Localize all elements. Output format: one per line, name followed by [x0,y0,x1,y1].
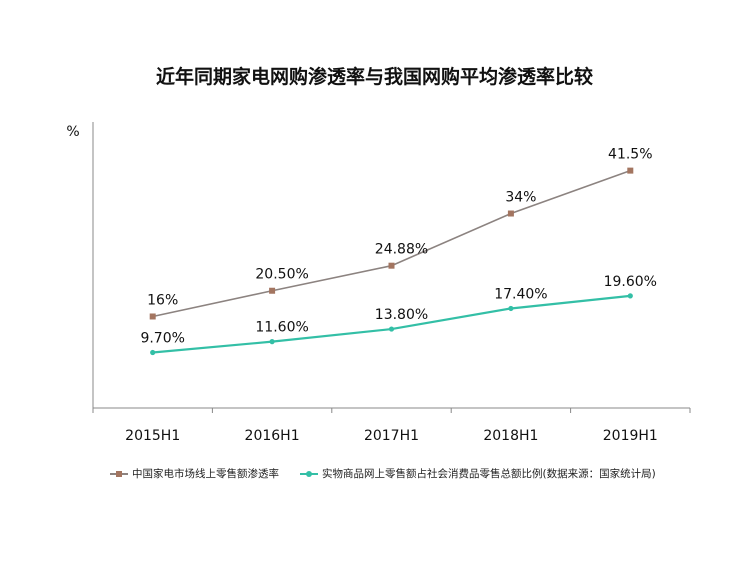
x-tick-label: 2018H1 [483,428,538,444]
data-point [150,349,156,356]
x-tick-label: 2017H1 [364,428,419,444]
data-point [149,313,156,320]
legend-label: 中国家电市场线上零售额渗透率 [132,468,279,480]
legend-swatch [110,469,128,479]
data-point [508,305,514,312]
data-label: 34% [505,190,536,206]
data-label: 13.80% [375,307,428,323]
chart-title: 近年同期家电网购渗透率与我国网购平均渗透率比较 [155,66,593,88]
data-label: 11.60% [255,320,308,336]
legend-swatch [300,469,318,479]
data-point [627,293,633,299]
data-labels: 16% 20.50% 24.88% 34% 41.5% 9.70% 11.60% 13.80%… [140,147,657,347]
data-point [507,210,514,217]
data-label: 24.88% [375,242,428,258]
series-1 [149,167,634,320]
x-tick-label: 2016H1 [245,428,300,444]
legend-item: 实物商品网上零售额占社会消费品零售总额比例(数据来源：国家统计局) [300,466,656,481]
data-point [627,167,634,174]
legend-label: 实物商品网上零售额占社会消费品零售总额比例(数据来源：国家统计局) [322,468,656,480]
series-line [152,294,631,354]
data-point [388,326,395,332]
data-label: 20.50% [255,267,308,283]
data-label: 19.60% [604,274,657,290]
data-point [388,262,395,269]
x-tick-label: 2019H1 [603,428,658,444]
series-2 [150,293,633,356]
y-axis-unit-label: % [66,124,79,140]
data-label: 17.40% [494,286,547,302]
data-label: 9.70% [140,331,184,347]
legend-item: 中国家电市场线上零售额渗透率 [110,466,279,481]
series-layer [149,167,634,356]
data-label: 16% [147,292,178,308]
axes: % 2015H1 2016H1 2017H1 2018H1 2019H1 [66,122,691,444]
data-point [269,339,275,345]
data-point [269,287,276,294]
x-tick-label: 2015H1 [125,428,180,444]
data-label: 41.5% [608,147,652,163]
